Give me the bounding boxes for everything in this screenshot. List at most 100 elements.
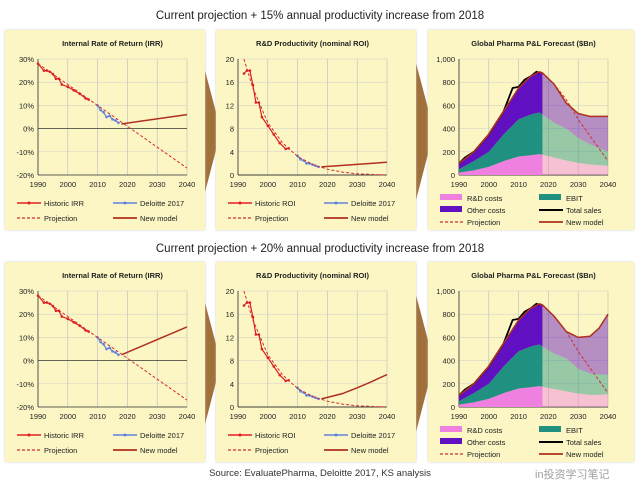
legend-label: Historic ROI bbox=[255, 199, 295, 208]
chart-title: Internal Rate of Return (IRR) bbox=[62, 271, 163, 280]
chart-title: R&D Productivity (nominal ROI) bbox=[256, 271, 369, 280]
legend-label: Deloitte 2017 bbox=[140, 199, 184, 208]
data-point-historic bbox=[72, 89, 76, 92]
watermark: in投资学习笔记 bbox=[535, 469, 610, 481]
x-tick-label: 2010 bbox=[510, 412, 527, 421]
data-point-historic bbox=[84, 97, 87, 100]
data-point-historic bbox=[242, 304, 246, 307]
legend-label: New model bbox=[566, 450, 604, 459]
data-point-deloitte bbox=[108, 346, 111, 350]
series-line-new_model bbox=[121, 113, 188, 125]
legend-label: New model bbox=[140, 446, 178, 455]
data-point-historic bbox=[60, 83, 64, 86]
data-point-historic bbox=[84, 329, 87, 332]
legend-label: Projection bbox=[467, 218, 500, 227]
y-tick-label: 1,000 bbox=[436, 287, 455, 296]
y-tick-label: 30% bbox=[19, 287, 34, 296]
x-tick-label: 2040 bbox=[600, 180, 617, 189]
data-point-historic bbox=[284, 379, 287, 383]
data-point-historic bbox=[254, 333, 258, 336]
series-line-projection bbox=[542, 72, 609, 162]
x-tick-label: 2040 bbox=[379, 180, 396, 189]
series-line-projection bbox=[243, 58, 388, 176]
legend-swatch bbox=[440, 426, 462, 432]
y-tick-label: 4 bbox=[230, 380, 234, 389]
x-tick-label: 2010 bbox=[289, 180, 306, 189]
area-ebit bbox=[542, 114, 608, 166]
y-tick-label: 1,000 bbox=[436, 55, 455, 64]
legend-label: Historic ROI bbox=[255, 431, 295, 440]
y-tick-label: 20% bbox=[19, 78, 34, 87]
x-tick-label: 2030 bbox=[570, 412, 587, 421]
legend-label: Deloitte 2017 bbox=[140, 431, 184, 440]
y-tick-label: 16 bbox=[226, 310, 234, 319]
data-point-historic bbox=[66, 317, 70, 321]
x-tick-label: 2020 bbox=[119, 180, 136, 189]
legend-marker bbox=[123, 433, 127, 437]
legend-swatch bbox=[539, 426, 561, 432]
x-tick-label: 2030 bbox=[149, 180, 166, 189]
y-tick-label: -20% bbox=[16, 171, 34, 180]
chart-title: R&D Productivity (nominal ROI) bbox=[256, 39, 369, 48]
legend-swatch bbox=[440, 206, 462, 212]
x-tick-label: 2010 bbox=[89, 412, 106, 421]
y-tick-label: 800 bbox=[442, 310, 455, 319]
y-tick-label: 12 bbox=[226, 101, 234, 110]
y-tick-label: 20% bbox=[19, 310, 34, 319]
data-point-historic bbox=[66, 85, 70, 89]
y-tick-label: 0 bbox=[451, 171, 455, 180]
legend-label: Projection bbox=[44, 214, 77, 223]
y-tick-label: 0% bbox=[23, 357, 34, 366]
x-tick-label: 2000 bbox=[259, 412, 276, 421]
source-note: Source: EvaluatePharma, Deloitte 2017, K… bbox=[209, 468, 431, 479]
legend-label: EBIT bbox=[566, 426, 583, 435]
chart-panel: R&D Productivity (nominal ROI) 1990 2000 20… bbox=[216, 262, 416, 462]
y-tick-label: 20 bbox=[226, 55, 234, 64]
legend-marker bbox=[334, 201, 338, 205]
y-tick-label: 0 bbox=[230, 171, 234, 180]
area-other bbox=[459, 71, 543, 170]
data-point-historic bbox=[254, 101, 258, 104]
data-point-deloitte bbox=[117, 121, 120, 125]
area-ebit bbox=[459, 112, 543, 173]
y-tick-label: 0 bbox=[230, 403, 234, 412]
series-line-new_model bbox=[121, 326, 188, 356]
data-point-deloitte bbox=[102, 111, 105, 114]
legend-label: New model bbox=[140, 214, 178, 223]
y-tick-label: 600 bbox=[442, 333, 455, 342]
y-tick-label: 400 bbox=[442, 357, 455, 366]
legend-label: EBIT bbox=[566, 194, 583, 203]
data-point-historic bbox=[272, 133, 276, 136]
area-rd bbox=[459, 386, 543, 407]
legend-label: New model bbox=[351, 214, 389, 223]
data-point-deloitte bbox=[99, 108, 102, 112]
area-ebit bbox=[542, 346, 608, 395]
data-point-historic bbox=[260, 115, 264, 119]
data-point-historic bbox=[72, 321, 76, 324]
data-point-deloitte bbox=[111, 118, 114, 121]
x-tick-label: 1990 bbox=[230, 412, 247, 421]
chart-panel: Global Pharma P&L Forecast ($Bn) 1990 2000… bbox=[428, 262, 634, 462]
x-tick-label: 2010 bbox=[510, 180, 527, 189]
series-line-projection bbox=[37, 63, 188, 169]
flow-arrow-icon bbox=[416, 63, 434, 200]
legend-label: Total sales bbox=[566, 206, 602, 215]
chart-title: Global Pharma P&L Forecast ($Bn) bbox=[471, 39, 596, 48]
data-point-historic bbox=[278, 373, 282, 377]
data-point-historic bbox=[248, 69, 252, 72]
y-tick-label: 10% bbox=[19, 333, 34, 342]
chart-svg: Global Pharma P&L Forecast ($Bn)1990 2000… bbox=[436, 39, 617, 227]
x-tick-label: 2020 bbox=[319, 412, 336, 421]
x-tick-label: 1990 bbox=[230, 180, 247, 189]
legend-marker bbox=[334, 433, 338, 437]
chart-title: Global Pharma P&L Forecast ($Bn) bbox=[471, 271, 596, 280]
legend-label: Projection bbox=[467, 450, 500, 459]
area-rd bbox=[459, 154, 543, 175]
y-tick-label: 600 bbox=[442, 101, 455, 110]
series-line-projection bbox=[542, 304, 609, 394]
y-tick-label: 0% bbox=[23, 125, 34, 134]
y-tick-label: -10% bbox=[16, 380, 34, 389]
data-point-historic bbox=[278, 141, 282, 145]
chart-panel: R&D Productivity (nominal ROI) 1990 2000 20… bbox=[216, 30, 416, 230]
x-tick-label: 2000 bbox=[59, 180, 76, 189]
